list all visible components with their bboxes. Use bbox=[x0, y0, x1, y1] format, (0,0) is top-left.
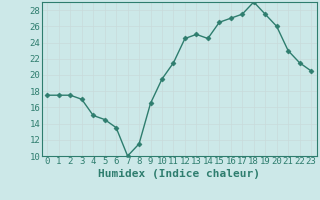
X-axis label: Humidex (Indice chaleur): Humidex (Indice chaleur) bbox=[98, 169, 260, 179]
